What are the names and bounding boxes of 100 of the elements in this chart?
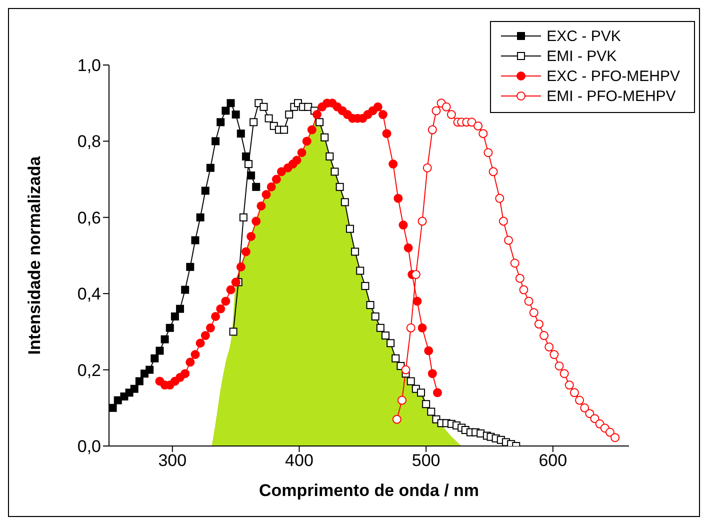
point [256,201,266,210]
point [326,152,334,160]
point [498,216,508,226]
point [212,137,220,146]
point [432,388,442,398]
point [422,400,430,408]
point [605,428,614,437]
point [401,365,410,374]
point [361,282,370,290]
point [495,194,504,203]
point [307,125,316,134]
point [504,236,514,245]
point [206,323,215,332]
point [398,220,408,230]
point [246,232,256,241]
point [285,110,294,119]
point [176,304,184,313]
point [510,258,520,268]
point [422,163,432,172]
y-tick-label: 0,6 [77,208,101,228]
point [382,129,392,138]
point [150,354,159,362]
point [166,324,174,332]
point [564,380,574,390]
point [196,213,204,222]
point [428,369,437,378]
point [366,301,374,310]
point [406,323,416,332]
point [340,198,349,206]
point [417,388,425,397]
point [264,114,273,122]
point [239,213,248,222]
point [356,266,364,275]
point [388,160,398,169]
point [478,129,488,138]
point [404,243,413,252]
point [519,285,528,294]
point [373,102,382,112]
point [302,136,312,146]
point [146,366,154,374]
point [160,335,169,344]
point [190,350,200,360]
point [554,361,564,370]
point [418,323,427,332]
point [280,126,288,134]
point [244,160,253,168]
point [442,102,451,112]
point [575,396,584,405]
legend-label: EXC - PFO-MEHPV [546,68,680,84]
point [397,396,406,405]
point [135,377,144,386]
point [170,312,179,320]
point [320,133,329,142]
point [610,433,620,442]
point [247,171,256,180]
x-tick-label: 400 [285,451,314,470]
point [216,304,226,314]
point [222,106,230,115]
point [316,118,324,126]
x-tick-label: 300 [158,451,187,470]
point [312,110,322,120]
point [411,270,420,280]
point [226,285,236,294]
x-axis-title: Comprimento de onda / nm [258,481,480,500]
legend-label: EMI - PFO-MEHPV [546,88,676,104]
point [432,106,441,116]
point [336,182,344,191]
point [252,182,260,191]
point [201,186,210,195]
point [467,118,476,127]
point [524,296,534,306]
point [550,350,559,360]
point [484,148,493,158]
y-tick-label: 0,2 [77,360,101,380]
point [186,262,194,271]
point [378,110,388,120]
point [418,216,427,226]
point [428,125,437,134]
point [346,224,354,233]
point [200,331,210,340]
point [206,164,214,172]
point [412,296,422,306]
point [427,408,436,416]
point [394,194,403,203]
point [181,286,190,294]
point [272,174,281,184]
point [529,308,538,318]
point [180,369,190,378]
point [252,216,261,226]
y-axis-title: Intensidade normalizada [25,156,44,355]
point [381,332,390,340]
point [262,190,271,200]
point [236,130,245,138]
legend-label: EXC - PVK [546,28,621,44]
point [297,148,306,158]
point [424,346,434,356]
point [534,320,544,329]
point [292,156,302,165]
point [191,236,200,244]
point [250,118,258,126]
